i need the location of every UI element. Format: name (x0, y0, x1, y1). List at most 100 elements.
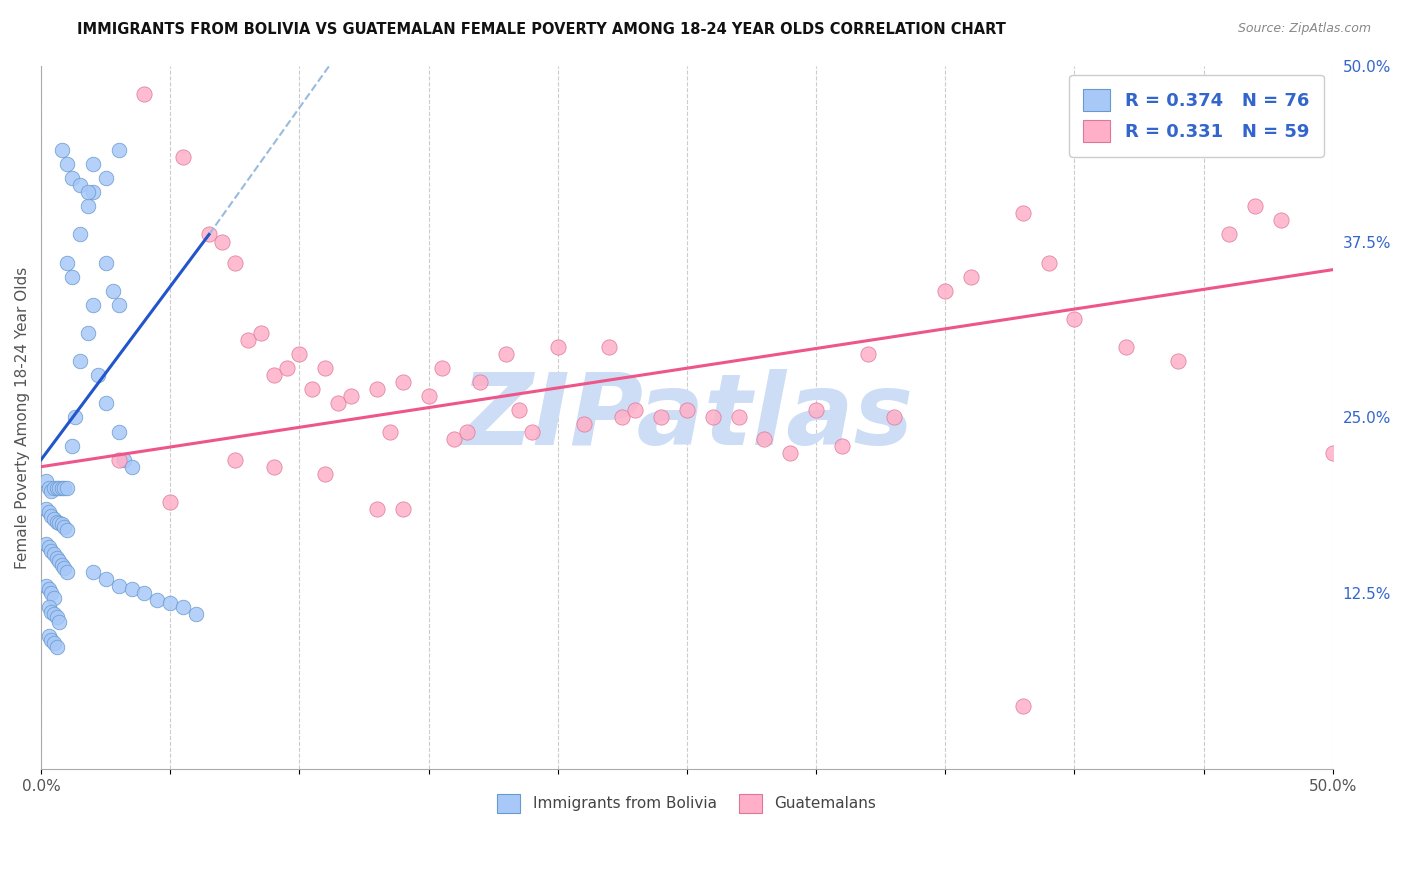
Point (41, 605, 63, 619)
Text: IMMIGRANTS FROM BOLIVIA VS GUATEMALAN FEMALE POVERTY AMONG 18-24 YEAR OLDS CORRE: IMMIGRANTS FROM BOLIVIA VS GUATEMALAN FE… (77, 22, 1007, 37)
Point (121, 582, 143, 596)
Point (134, 586, 156, 600)
Legend: Immigrants from Bolivia, Guatemalans: Immigrants from Bolivia, Guatemalans (485, 782, 889, 825)
Point (60, 171, 83, 186)
Point (41, 508, 63, 523)
Point (56, 481, 79, 495)
Point (702, 410, 724, 425)
Point (754, 432, 776, 446)
Point (856, 347, 879, 361)
Point (42, 607, 65, 622)
Point (56, 255, 79, 269)
Point (804, 403, 827, 417)
Point (87, 368, 110, 383)
Point (60, 439, 83, 453)
Point (42, 547, 65, 561)
Point (314, 361, 336, 376)
Point (520, 425, 543, 439)
Point (727, 410, 749, 425)
Y-axis label: Female Poverty Among 18-24 Year Olds: Female Poverty Among 18-24 Year Olds (15, 267, 30, 568)
Point (430, 361, 453, 376)
Point (69, 354, 91, 368)
Point (159, 495, 181, 509)
Point (38, 600, 60, 615)
Point (45, 551, 67, 566)
Point (38, 629, 60, 643)
Point (94, 171, 117, 186)
Point (38, 582, 60, 596)
Point (76, 199, 98, 213)
Point (82, 157, 104, 171)
Point (121, 459, 143, 474)
Point (35, 474, 58, 488)
Point (172, 150, 194, 164)
Point (94, 572, 117, 586)
Point (624, 403, 647, 417)
Point (1270, 213, 1292, 227)
Point (51, 558, 73, 573)
Point (676, 403, 699, 417)
Point (1063, 312, 1085, 326)
Point (45, 610, 67, 624)
Point (42, 635, 65, 649)
Point (211, 235, 233, 249)
Point (650, 410, 672, 425)
Point (508, 403, 530, 417)
Point (366, 502, 388, 516)
Point (53, 520, 76, 534)
Point (56, 523, 79, 537)
Point (340, 389, 363, 403)
Point (69, 227, 91, 242)
Point (82, 566, 104, 580)
Point (198, 227, 221, 242)
Point (41, 632, 63, 647)
Point (224, 255, 246, 269)
Point (391, 502, 413, 516)
Point (598, 340, 620, 354)
Point (1322, 445, 1344, 459)
Point (35, 579, 58, 593)
Point (547, 340, 569, 354)
Point (56, 566, 79, 580)
Point (314, 467, 336, 481)
Point (41, 586, 63, 600)
Point (470, 376, 492, 390)
Point (934, 284, 956, 298)
Point (48, 516, 70, 530)
Point (779, 445, 801, 459)
Point (51, 481, 73, 495)
Point (249, 326, 271, 340)
Point (56, 157, 79, 171)
Point (1167, 354, 1189, 368)
Point (82, 298, 104, 312)
Point (60, 269, 83, 284)
Point (134, 87, 156, 101)
Point (883, 410, 905, 425)
Point (612, 410, 634, 425)
Point (1244, 199, 1267, 213)
Point (276, 361, 298, 376)
Point (184, 607, 207, 622)
Point (224, 452, 246, 467)
Point (38, 481, 60, 495)
Point (94, 396, 117, 410)
Point (107, 452, 129, 467)
Point (48, 554, 70, 568)
Point (35, 537, 58, 551)
Point (391, 376, 413, 390)
Point (263, 368, 285, 383)
Text: ZIPatlas: ZIPatlas (460, 369, 914, 466)
Point (42, 591, 65, 605)
Point (1038, 255, 1060, 269)
Point (328, 396, 350, 410)
Point (69, 178, 91, 193)
Point (63, 410, 86, 425)
Point (378, 425, 401, 439)
Point (76, 186, 98, 200)
Point (159, 596, 181, 610)
Point (107, 298, 129, 312)
Point (263, 459, 285, 474)
Point (236, 333, 259, 347)
Point (366, 382, 388, 396)
Point (51, 517, 73, 532)
